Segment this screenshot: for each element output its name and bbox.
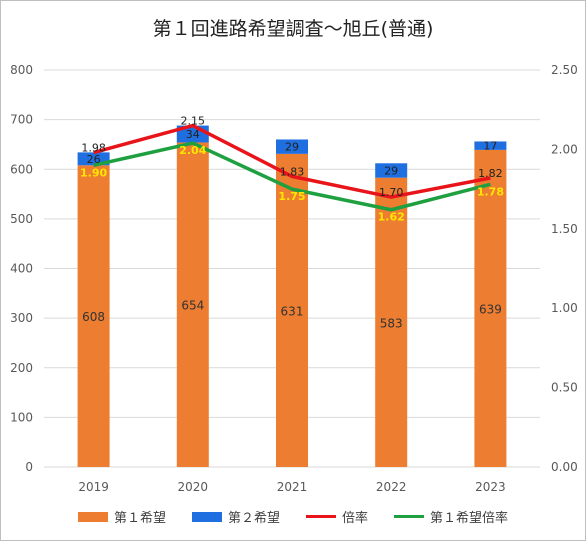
lines — [93, 123, 491, 212]
data-label-first-choice-ratio: 1.62 — [378, 211, 405, 224]
bar-first-choice — [276, 153, 308, 467]
line-first-choice-ratio — [93, 141, 491, 212]
data-label-first-choice: 608 — [82, 310, 105, 324]
data-label-first-choice: 583 — [380, 316, 403, 330]
chart-title: 第１回進路希望調査～旭丘(普通) — [152, 18, 434, 40]
data-label-second-choice: 34 — [186, 128, 200, 141]
data-label-ratio: 1.83 — [280, 165, 305, 178]
data-label-ratio: 1.98 — [81, 142, 106, 155]
left-tick-label: 300 — [10, 311, 33, 325]
data-label-ratio: 1.82 — [478, 167, 503, 180]
legend-item-first-choice-ratio: 第１希望倍率 — [394, 507, 508, 526]
data-label-first-choice-ratio: 1.90 — [80, 166, 107, 179]
bar-first-choice — [176, 142, 209, 467]
data-label-second-choice: 29 — [384, 164, 398, 177]
x-tick-label: 2019 — [78, 480, 109, 494]
bar-first-choice — [375, 177, 408, 467]
line-ratio — [93, 123, 491, 199]
legend-item-first-choice: 第１希望 — [77, 507, 166, 526]
bars — [77, 125, 507, 468]
legend-item-second-choice: 第２希望 — [191, 507, 280, 526]
legend-label: 第２希望 — [227, 511, 280, 526]
left-tick-label: 200 — [10, 361, 33, 375]
legend-label: 倍率 — [342, 511, 369, 526]
x-tick-label: 2023 — [475, 480, 506, 494]
right-tick-label: 2.00 — [551, 142, 578, 156]
bar-first-choice — [77, 165, 110, 467]
right-tick-label: 1.00 — [551, 301, 578, 315]
data-label-second-choice: 26 — [87, 153, 101, 166]
left-tick-label: 100 — [10, 410, 33, 424]
data-label-ratio: 2.15 — [181, 115, 206, 128]
left-tick-label: 500 — [10, 212, 33, 226]
data-label-first-choice: 654 — [181, 299, 204, 313]
x-axis-ticks: 2019 2020 2021 2022 2023 — [78, 480, 505, 494]
left-tick-label: 600 — [10, 162, 33, 176]
bar-second-choice — [375, 163, 408, 178]
data-label-first-choice-ratio: 1.75 — [278, 190, 305, 203]
left-tick-label: 700 — [10, 113, 33, 127]
right-tick-label: 0.50 — [551, 381, 578, 395]
right-axis-ticks: 0.00 0.50 1.00 1.50 2.00 2.50 — [551, 63, 578, 474]
right-tick-label: 1.50 — [551, 222, 578, 236]
data-label-first-choice: 631 — [281, 304, 304, 318]
right-tick-label: 2.50 — [551, 63, 578, 77]
left-tick-label: 800 — [10, 63, 33, 77]
data-label-first-choice: 639 — [479, 302, 502, 316]
right-tick-label: 0.00 — [551, 460, 578, 474]
data-label-ratio: 1.70 — [379, 186, 404, 199]
x-tick-label: 2022 — [376, 480, 407, 494]
legend-label: 第１希望倍率 — [430, 511, 509, 526]
legend-label: 第１希望 — [113, 511, 166, 526]
bar-second-choice — [474, 141, 507, 150]
x-tick-label: 2020 — [178, 480, 209, 494]
data-label-first-choice-ratio: 1.78 — [477, 185, 504, 198]
data-label-second-choice: 17 — [483, 140, 497, 153]
left-axis-ticks: 0 100 200 300 400 500 600 700 800 — [10, 63, 33, 474]
legend-swatch — [191, 511, 222, 522]
data-label-first-choice-ratio: 2.04 — [179, 144, 206, 157]
legend-swatch — [306, 515, 336, 518]
legend-swatch — [77, 511, 108, 522]
data-labels: 608 261.98 1.90 654 342.15 2.04 631 29 1.83 1.75 5… — [80, 115, 504, 331]
legend: 第１希望 第２希望 倍率 第１希望倍率 — [0, 507, 586, 526]
bar-second-choice — [276, 139, 308, 154]
left-tick-label: 400 — [10, 262, 33, 276]
left-tick-label: 0 — [25, 460, 33, 474]
x-tick-label: 2021 — [277, 480, 308, 494]
bar-first-choice — [474, 149, 507, 468]
data-label-second-choice: 29 — [285, 141, 299, 154]
legend-swatch — [394, 515, 425, 518]
legend-item-ratio: 倍率 — [306, 507, 368, 526]
